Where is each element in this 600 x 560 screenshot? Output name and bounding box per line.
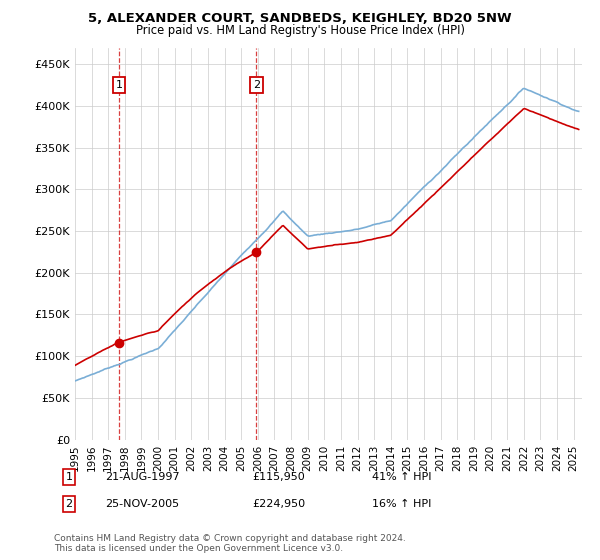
Text: 25-NOV-2005: 25-NOV-2005	[105, 499, 179, 509]
Text: Contains HM Land Registry data © Crown copyright and database right 2024.
This d: Contains HM Land Registry data © Crown c…	[54, 534, 406, 553]
Text: 5, ALEXANDER COURT, SANDBEDS, KEIGHLEY, BD20 5NW: 5, ALEXANDER COURT, SANDBEDS, KEIGHLEY, …	[88, 12, 512, 25]
Text: Price paid vs. HM Land Registry's House Price Index (HPI): Price paid vs. HM Land Registry's House …	[136, 24, 464, 37]
Text: 1: 1	[115, 80, 122, 90]
Text: 21-AUG-1997: 21-AUG-1997	[105, 472, 179, 482]
Text: 1: 1	[65, 472, 73, 482]
Text: 2: 2	[253, 80, 260, 90]
Text: 2: 2	[65, 499, 73, 509]
Text: £224,950: £224,950	[252, 499, 305, 509]
Text: 41% ↑ HPI: 41% ↑ HPI	[372, 472, 431, 482]
Text: £115,950: £115,950	[252, 472, 305, 482]
Text: 16% ↑ HPI: 16% ↑ HPI	[372, 499, 431, 509]
